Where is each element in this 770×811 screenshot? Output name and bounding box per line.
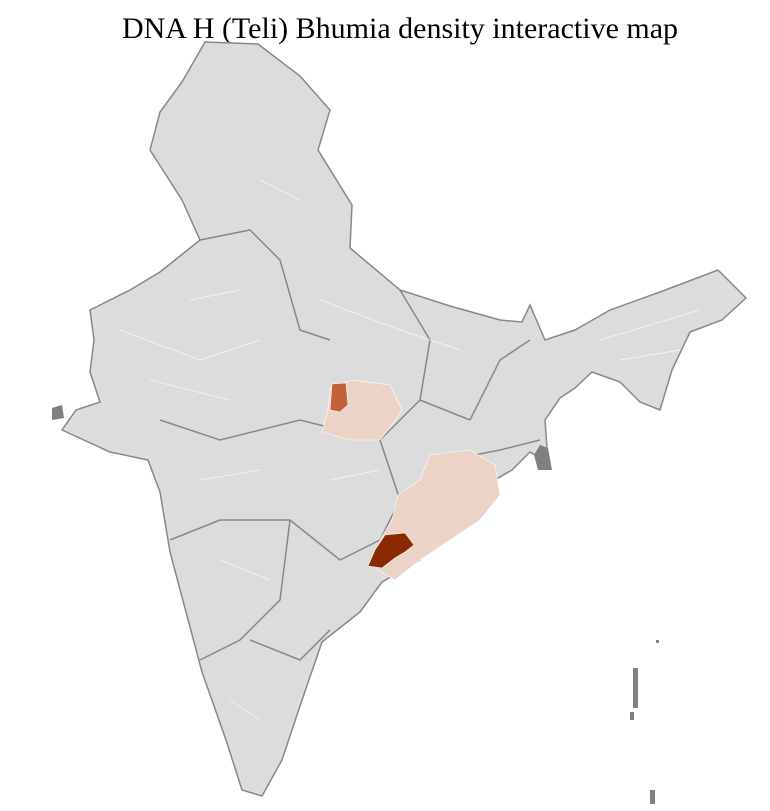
region-medium-central[interactable] <box>329 382 349 413</box>
bangladesh-border-region <box>534 445 552 470</box>
region-high-odisha[interactable] <box>367 532 415 569</box>
district-borders <box>119 179 701 721</box>
map-title: DNA H (Teli) Bhumia density interactive … <box>121 12 679 45</box>
india-outline[interactable] <box>60 41 748 797</box>
andaman-islands <box>630 640 659 804</box>
gujarat-coast-region <box>52 405 64 420</box>
